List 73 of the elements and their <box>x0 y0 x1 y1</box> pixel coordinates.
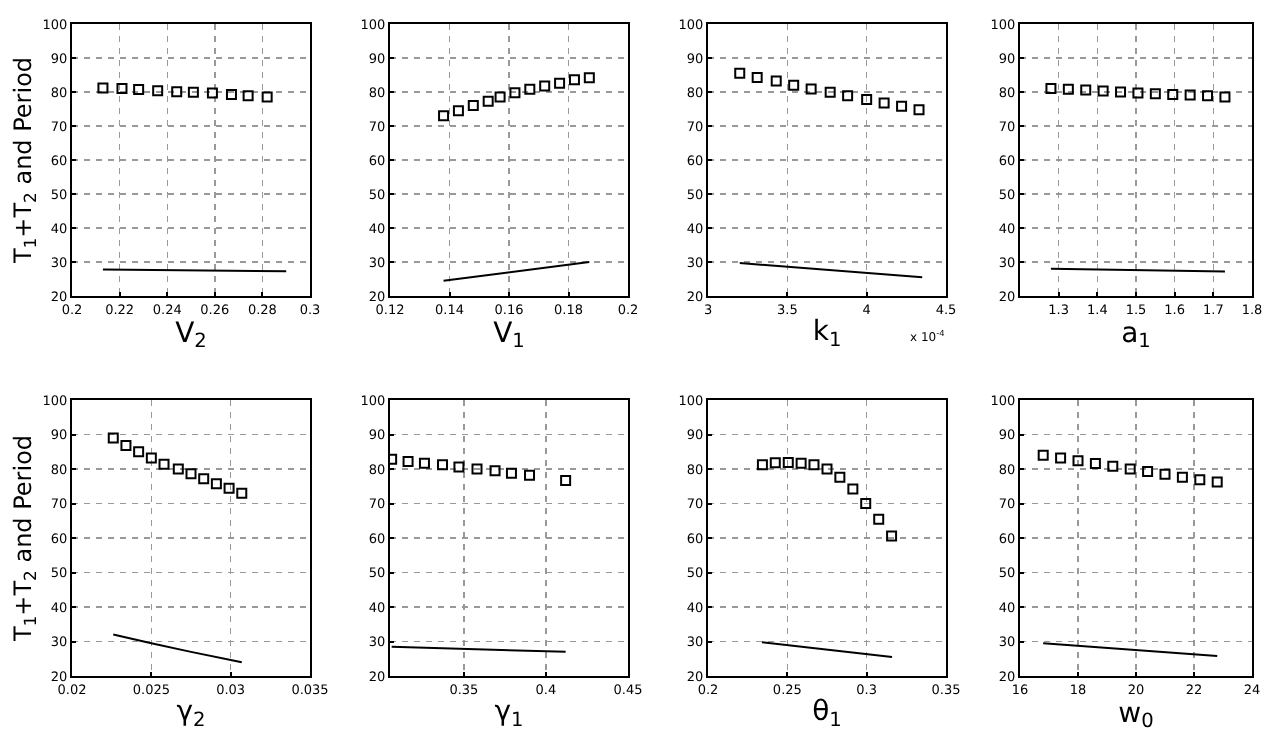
x-axis-title: k$_{1}$ <box>812 316 842 353</box>
point <box>145 452 157 464</box>
x-axis-title: a$_{1}$ <box>1121 317 1151 354</box>
point <box>1211 476 1223 488</box>
point <box>1142 465 1154 477</box>
point <box>1055 452 1067 464</box>
point <box>172 463 184 475</box>
point <box>824 86 836 98</box>
point <box>821 463 833 475</box>
x-axis-title: γ$_{2}$ <box>176 696 206 733</box>
point <box>842 90 854 102</box>
point <box>913 104 925 116</box>
point <box>223 482 235 494</box>
point <box>505 467 517 479</box>
point <box>509 87 521 99</box>
point <box>1072 455 1084 467</box>
point <box>185 468 197 480</box>
point <box>770 75 782 87</box>
x-axis-title: V$_{1}$ <box>493 317 525 354</box>
x-axis-title: w$_{0}$ <box>1118 697 1154 734</box>
point <box>896 100 908 112</box>
point <box>471 463 483 475</box>
x-axis-title: V$_{2}$ <box>175 317 207 354</box>
point <box>1176 471 1188 483</box>
point <box>1124 463 1136 475</box>
point <box>583 72 595 84</box>
point <box>120 440 132 452</box>
point <box>860 498 872 509</box>
x-axis-title: γ$_{1}$ <box>494 696 524 733</box>
point <box>107 432 119 444</box>
point <box>524 83 536 95</box>
point <box>133 446 145 458</box>
point <box>494 91 506 103</box>
point <box>847 483 859 495</box>
point <box>418 457 430 469</box>
point <box>834 471 846 483</box>
line-series <box>112 633 243 664</box>
point <box>210 478 222 490</box>
point <box>452 105 464 117</box>
point <box>878 97 890 109</box>
point <box>861 93 873 105</box>
point <box>788 79 800 91</box>
point <box>1107 460 1119 472</box>
x-axis-title: θ$_{1}$ <box>812 696 842 733</box>
point <box>236 487 248 499</box>
point <box>198 473 210 485</box>
point <box>560 474 572 486</box>
point <box>568 74 580 86</box>
point <box>438 110 450 122</box>
point <box>437 459 449 471</box>
point <box>1089 457 1101 469</box>
point <box>808 459 820 471</box>
point <box>489 465 501 477</box>
point <box>453 461 465 473</box>
point <box>524 469 536 481</box>
point <box>873 513 885 525</box>
point <box>782 456 794 468</box>
point <box>769 457 781 469</box>
point <box>554 77 566 89</box>
point <box>734 67 746 79</box>
point <box>467 100 479 112</box>
point <box>539 80 551 92</box>
point <box>158 458 170 470</box>
point <box>886 530 898 542</box>
point <box>1159 468 1171 480</box>
point <box>756 459 768 471</box>
point <box>402 455 414 467</box>
point <box>805 83 817 95</box>
point <box>1037 449 1049 461</box>
point <box>751 71 763 83</box>
point <box>1194 474 1206 486</box>
point <box>482 95 494 107</box>
point <box>795 457 807 469</box>
